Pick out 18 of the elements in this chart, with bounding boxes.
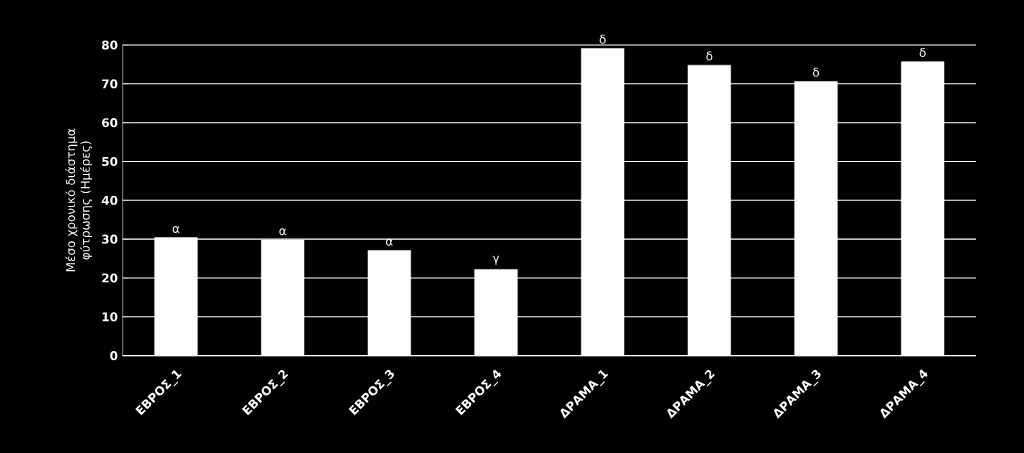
annotation: α [386,238,393,246]
annotation: α [279,228,287,236]
y-tick-label: 20 [102,273,118,283]
y-tick-label: 50 [102,156,118,167]
y-tick-label: 40 [101,195,118,205]
y-tick-label: 70 [102,79,118,89]
annotation: α [172,226,180,233]
y-tick-label: 80 [102,40,118,50]
y-tick-label: 30 [102,234,118,244]
annotation: γ [492,255,500,265]
annotation: δ [599,34,606,44]
annotation: δ [706,51,713,61]
annotation: δ [919,47,926,57]
annotation: δ [812,67,820,77]
y-tick-label: 0 [110,351,118,361]
y-tick-label: 60 [102,118,118,128]
y-axis-title: Μέσο χρονικό διάστημα φύτρωσης (Ημέρες) [65,128,93,272]
y-tick-label: 10 [102,312,118,322]
